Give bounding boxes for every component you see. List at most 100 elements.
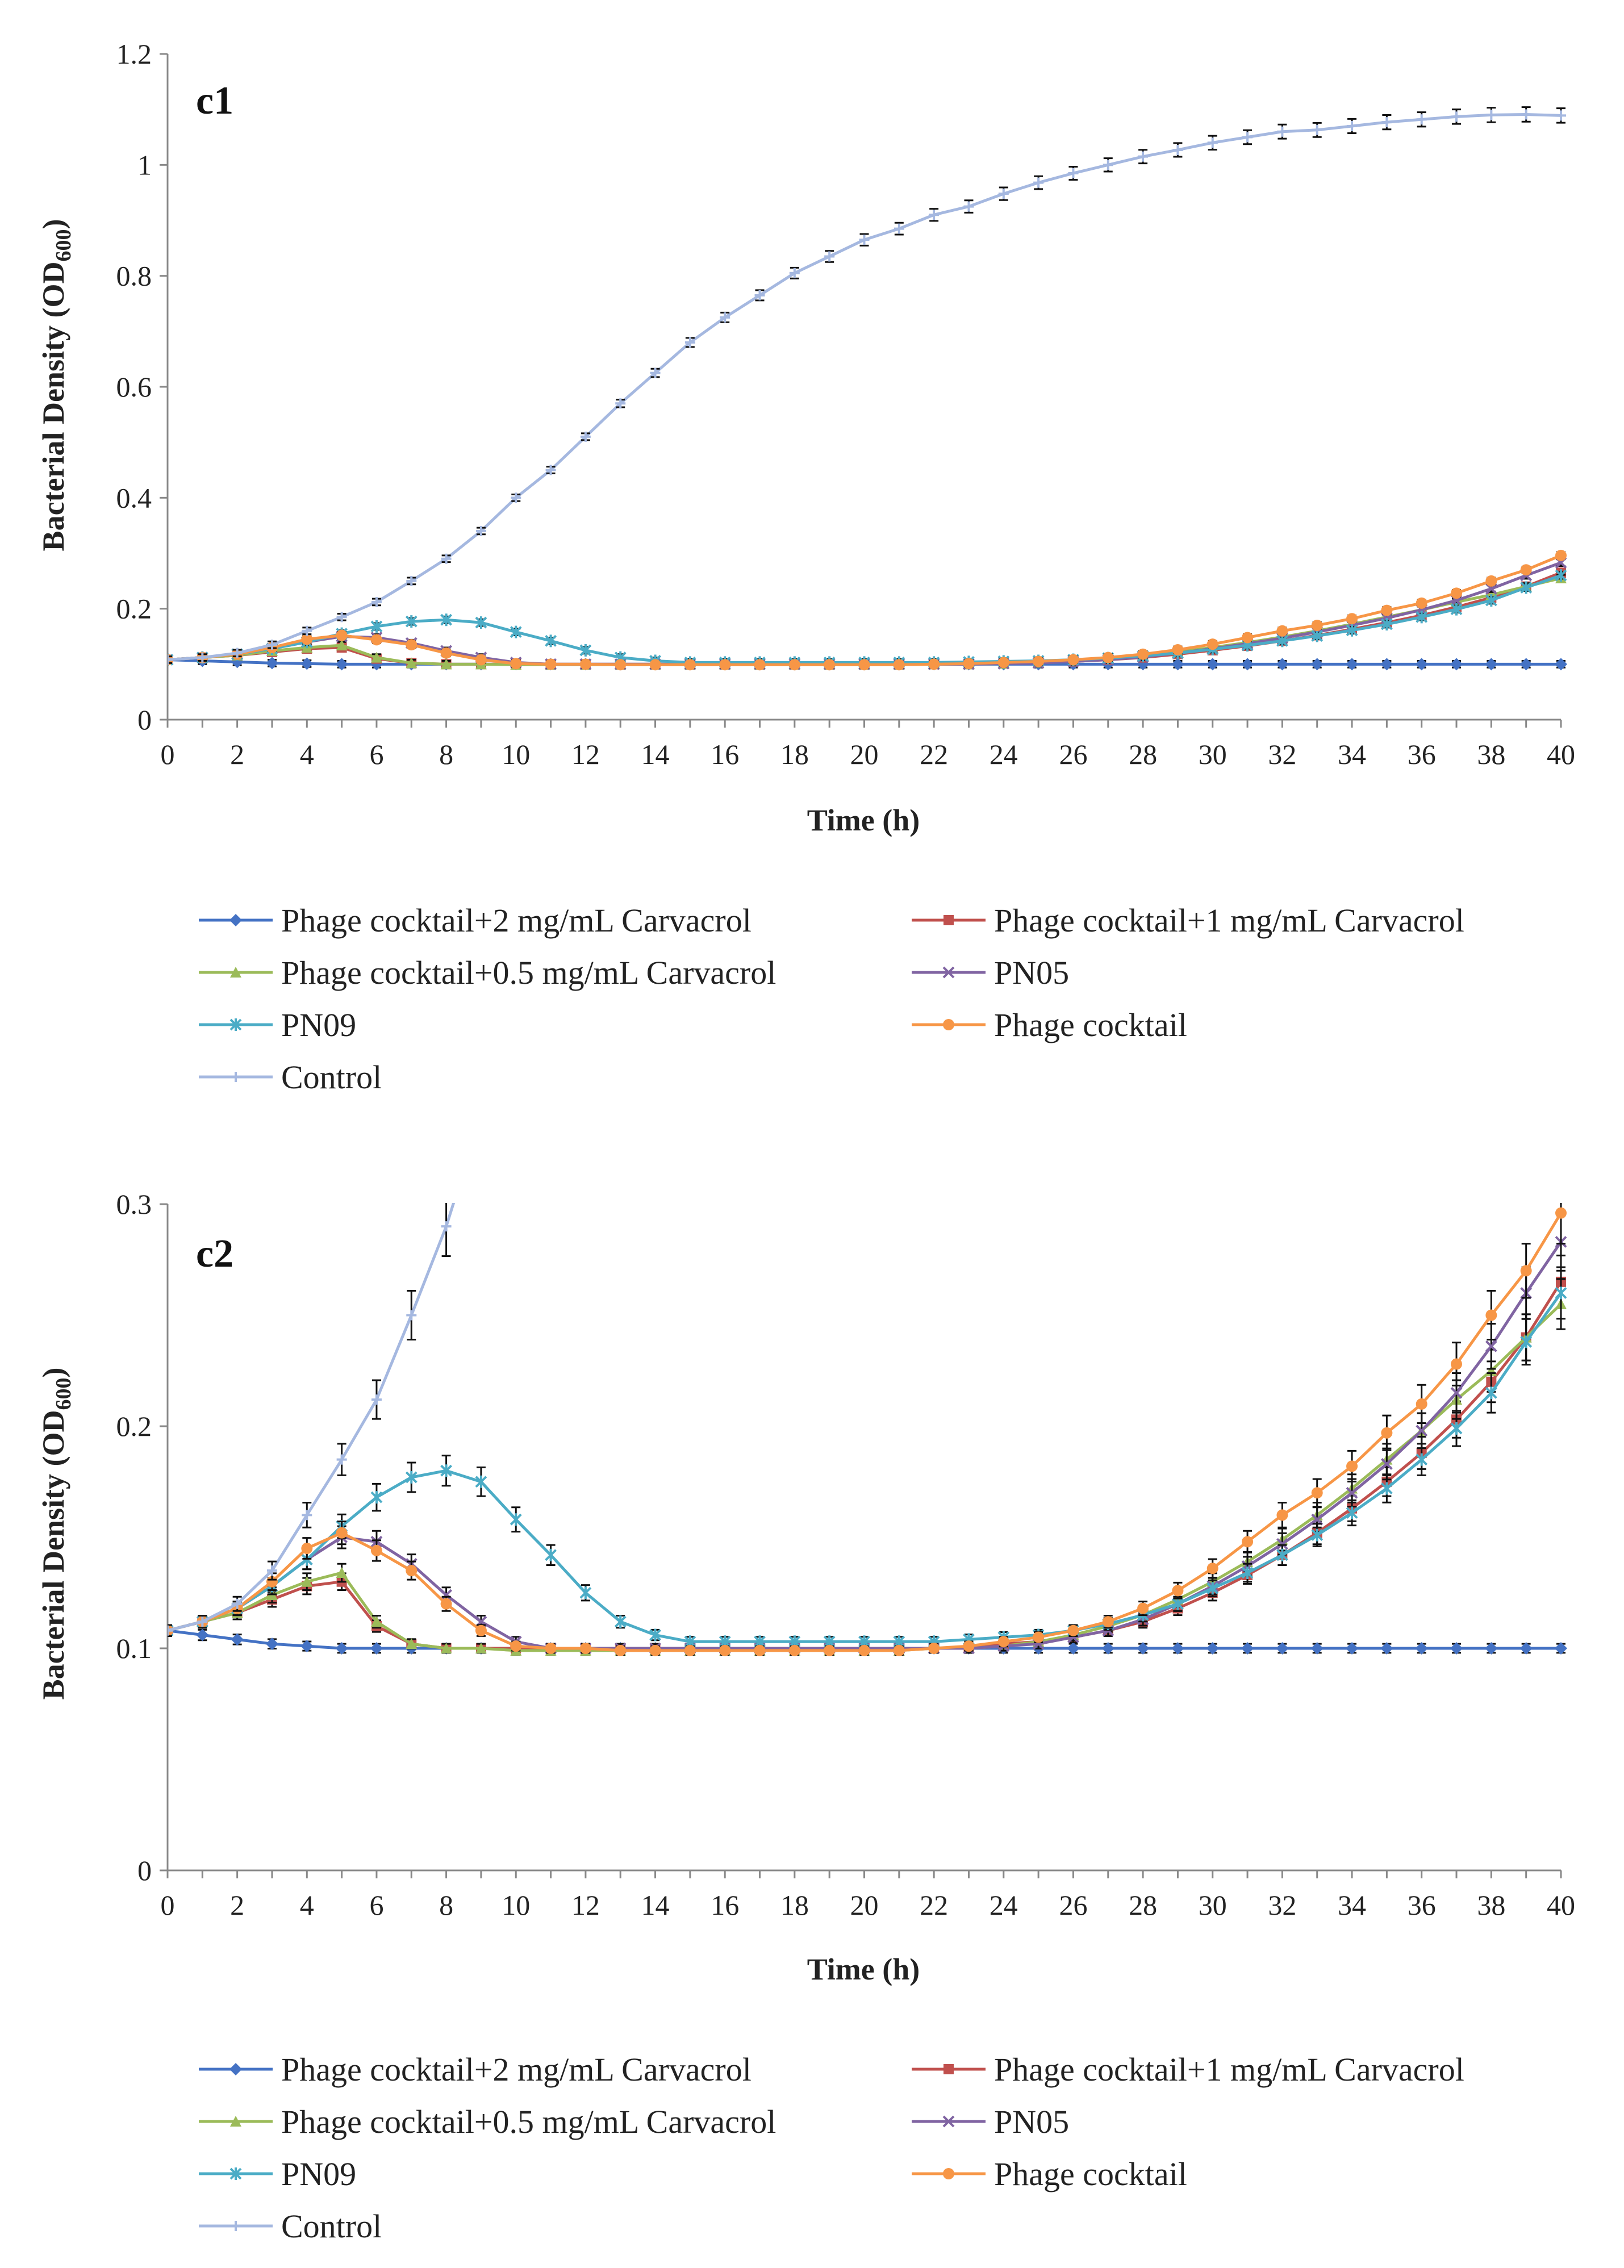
x-tick-label: 2 xyxy=(230,1889,244,1921)
data-point xyxy=(441,1221,452,1232)
data-point xyxy=(196,1628,209,1642)
data-point xyxy=(579,1586,592,1599)
x-tick-label: 16 xyxy=(711,738,739,770)
legend-swatch-marker xyxy=(229,1018,242,1031)
data-point xyxy=(336,640,348,651)
legend-swatch-marker xyxy=(942,966,955,979)
legend-label: PN05 xyxy=(994,2103,1069,2140)
legend-c2: Phage cocktail+2 mg/mL Carvacrol Phage co… xyxy=(199,2051,1464,2245)
data-point xyxy=(579,644,592,657)
data-point xyxy=(370,1616,382,1627)
data-point xyxy=(579,1643,591,1654)
data-point xyxy=(719,1644,731,1656)
legend-item: Phage cocktail+1 mg/mL Carvacrol xyxy=(912,902,1464,939)
data-point xyxy=(1241,1567,1254,1580)
x-tick-label: 26 xyxy=(1059,738,1087,770)
data-point xyxy=(406,1565,418,1577)
data-point xyxy=(301,1543,313,1555)
legend-label: PN09 xyxy=(281,2156,356,2192)
data-point xyxy=(266,640,277,650)
data-point xyxy=(440,1589,453,1601)
data-point xyxy=(1416,1453,1428,1466)
data-point xyxy=(754,659,766,671)
data-point xyxy=(545,465,556,475)
data-point xyxy=(371,596,382,607)
data-point xyxy=(510,1513,522,1526)
series-layer-c2 xyxy=(168,1203,1567,1656)
data-point xyxy=(788,659,800,671)
data-point xyxy=(1485,1309,1497,1321)
y-axis-title-close-c1: ) xyxy=(36,219,70,229)
data-point xyxy=(929,210,940,220)
legend-item: PN09 xyxy=(199,1006,356,1043)
x-tick-label: 8 xyxy=(439,738,453,770)
data-point xyxy=(1380,618,1393,631)
data-point xyxy=(336,629,348,641)
panel-label-c1: c1 xyxy=(196,79,233,123)
data-point xyxy=(1346,1486,1358,1499)
data-point xyxy=(1346,658,1359,671)
x-tick-label: 22 xyxy=(920,1889,948,1921)
data-point xyxy=(1138,151,1149,162)
data-point xyxy=(684,1644,696,1656)
y-tick-label: 0.2 xyxy=(116,593,152,625)
data-point xyxy=(997,1636,1009,1648)
data-point xyxy=(1485,1642,1498,1655)
y-axis-title-c2: Bacterial Density (OD600) xyxy=(36,1368,76,1700)
series-line xyxy=(168,1203,456,1632)
data-point xyxy=(1555,1207,1567,1219)
legend-item: Phage cocktail xyxy=(912,1006,1187,1043)
data-point xyxy=(370,620,383,633)
x-tick-label: 0 xyxy=(161,1889,175,1921)
data-point xyxy=(1311,1528,1324,1542)
legend-swatch-marker xyxy=(943,915,954,925)
data-point xyxy=(1311,629,1324,642)
chart-panel-c2: 00.10.20.30 2 4 6 8 10 12 14 16 18 20 22 24 26 28 30 32 3… xyxy=(36,1188,1575,2245)
data-point xyxy=(893,1644,905,1656)
legend-label: Phage cocktail+2 mg/mL Carvacrol xyxy=(281,2051,752,2088)
legend-swatch-marker xyxy=(942,2115,955,2128)
legend-label: Phage cocktail xyxy=(994,2156,1187,2192)
legend-label: Control xyxy=(281,1059,382,1096)
y-tick-label: 0.4 xyxy=(116,482,152,513)
data-point xyxy=(1172,144,1183,155)
legend-item: PN05 xyxy=(912,2103,1069,2140)
data-point xyxy=(1485,1386,1497,1400)
data-point xyxy=(300,1640,314,1653)
data-point xyxy=(1067,1642,1080,1655)
data-point xyxy=(231,1633,244,1646)
error-bar xyxy=(168,655,172,664)
legend-item: Phage cocktail xyxy=(912,2156,1187,2192)
data-point xyxy=(1033,1631,1045,1643)
legend-label: Phage cocktail+0.5 mg/mL Carvacrol xyxy=(281,2103,776,2140)
data-point xyxy=(440,647,452,659)
data-point xyxy=(1416,597,1427,609)
data-point xyxy=(266,1565,277,1576)
data-point xyxy=(858,659,870,671)
data-point xyxy=(475,1624,487,1636)
data-point xyxy=(788,1644,800,1656)
x-tick-label: 36 xyxy=(1408,738,1436,770)
data-point xyxy=(406,639,418,651)
data-point xyxy=(963,1640,975,1652)
data-point xyxy=(684,337,695,348)
x-tick-label: 14 xyxy=(641,1889,670,1921)
x-tick-label: 40 xyxy=(1547,1889,1575,1921)
data-point xyxy=(1206,1582,1219,1595)
data-point xyxy=(1312,124,1322,135)
data-point xyxy=(1276,1548,1288,1561)
legend-swatch-marker xyxy=(229,2167,242,2180)
x-tick-label: 30 xyxy=(1199,738,1227,770)
data-point xyxy=(336,1527,348,1539)
data-point xyxy=(1380,1482,1393,1495)
legend-item: Control xyxy=(199,1059,382,1096)
data-point xyxy=(336,612,347,623)
x-tick-label: 38 xyxy=(1477,738,1505,770)
data-point xyxy=(1346,1506,1358,1519)
legend-label: Phage cocktail xyxy=(994,1006,1187,1043)
legend-swatch-marker xyxy=(229,914,242,926)
data-point xyxy=(336,1454,347,1465)
x-tick-label: 14 xyxy=(641,738,670,770)
data-point xyxy=(998,189,1009,199)
